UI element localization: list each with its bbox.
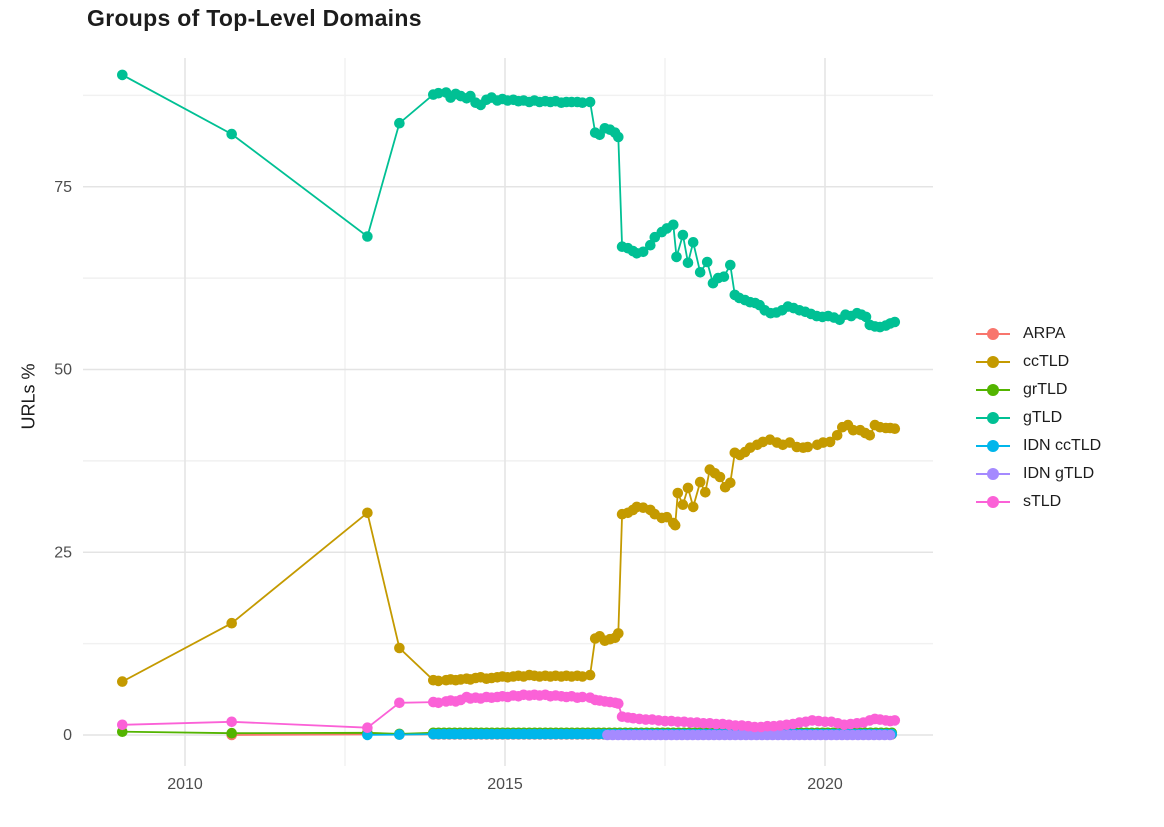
legend-item-idn-gtld: IDN gTLD xyxy=(976,460,1101,488)
data-point-cctld xyxy=(669,519,681,531)
data-point-cctld xyxy=(226,617,237,629)
legend-dot-swatch xyxy=(987,384,999,396)
data-point-cctld xyxy=(584,669,596,681)
data-point-cctld xyxy=(394,642,405,654)
data-point-gtld xyxy=(687,237,699,248)
axis-tick-labels: 0 25 50 75 2010 2015 2020 xyxy=(54,179,843,793)
series-idn-gtld xyxy=(602,729,896,741)
data-point-stld xyxy=(117,719,128,731)
series-gtld-line xyxy=(121,74,896,329)
data-point-stld xyxy=(362,722,373,733)
data-point-cctld xyxy=(824,436,836,448)
data-point-gtld xyxy=(677,229,689,241)
data-point-cctld xyxy=(802,441,813,453)
data-point-gtld xyxy=(433,87,444,99)
data-point-gtld xyxy=(701,256,713,268)
data-point-stld xyxy=(613,698,624,709)
legend-label: gTLD xyxy=(1023,409,1063,426)
data-point-gtld xyxy=(694,267,706,278)
legend-label: grTLD xyxy=(1023,381,1068,398)
data-point-gtld xyxy=(584,96,596,108)
data-point-cctld xyxy=(677,499,689,511)
data-point-cctld xyxy=(694,476,706,488)
data-point-cctld xyxy=(889,423,901,435)
data-point-idn-gtld xyxy=(884,729,896,741)
data-point-cctld xyxy=(117,676,128,687)
data-point-gtld xyxy=(637,246,649,258)
y-tick-label: 75 xyxy=(54,179,72,196)
data-point-gtld xyxy=(718,271,730,283)
legend-item-stld: sTLD xyxy=(976,488,1101,516)
legend-item-arpa: ARPA xyxy=(976,320,1101,348)
legend-key-stld-icon xyxy=(976,495,1010,509)
legend-item-cctld: ccTLD xyxy=(976,348,1101,376)
data-point-gtld xyxy=(226,128,237,140)
legend-dot-swatch xyxy=(987,440,999,452)
legend-item-gtld: gTLD xyxy=(976,404,1101,432)
data-point-gtld xyxy=(362,231,373,242)
legend-key-arpa-icon xyxy=(976,327,1010,341)
x-tick-label: 2020 xyxy=(807,776,843,793)
chart-title: Groups of Top-Level Domains xyxy=(87,5,422,31)
legend-key-idn-cctld-icon xyxy=(976,439,1010,453)
data-point-cctld xyxy=(700,487,711,498)
x-tick-label: 2015 xyxy=(487,776,523,793)
legend-label: ARPA xyxy=(1023,325,1066,342)
legend-item-grtld: grTLD xyxy=(976,376,1101,404)
y-tick-label: 25 xyxy=(54,544,72,561)
data-point-cctld xyxy=(831,430,843,441)
data-point-stld xyxy=(226,716,237,728)
legend-key-gtld-icon xyxy=(976,411,1010,425)
data-point-cctld xyxy=(682,482,694,494)
data-point-gtld xyxy=(394,117,405,129)
data-point-cctld xyxy=(672,487,684,499)
data-point-cctld xyxy=(714,471,726,483)
legend-key-idn-gtld-icon xyxy=(976,467,1010,481)
y-axis-title: URLs % xyxy=(18,363,39,430)
legend-label: IDN ccTLD xyxy=(1023,437,1102,454)
data-point-cctld xyxy=(725,477,736,489)
data-point-gtld xyxy=(860,311,872,323)
data-point-idn-cctld xyxy=(394,729,405,740)
data-point-cctld xyxy=(362,507,373,519)
legend-label: sTLD xyxy=(1023,493,1062,510)
data-point-cctld xyxy=(433,675,444,687)
gridlines xyxy=(83,58,933,766)
legend-dot-swatch xyxy=(987,412,999,424)
data-point-gtld xyxy=(889,316,901,328)
data-point-stld xyxy=(889,715,901,726)
legend-label: IDN gTLD xyxy=(1023,465,1095,482)
legend-dot-swatch xyxy=(987,468,999,480)
data-point-gtld xyxy=(613,131,624,143)
series-stld xyxy=(117,689,901,733)
data-point-cctld xyxy=(864,430,876,441)
legend-dot-swatch xyxy=(987,356,999,368)
data-point-gtld xyxy=(645,239,656,251)
data-point-cctld xyxy=(613,628,624,639)
series-gtld xyxy=(117,69,901,333)
data-point-gtld xyxy=(668,219,679,231)
data-point-stld xyxy=(394,697,405,709)
y-tick-label: 50 xyxy=(54,362,72,379)
legend-key-cctld-icon xyxy=(976,355,1010,369)
data-point-gtld xyxy=(117,69,128,81)
legend: ARPA ccTLD grTLD gTLD IDN ccTLD IDN gTLD sTLD xyxy=(976,320,1101,516)
data-point-gtld xyxy=(725,259,736,271)
data-point-gtld xyxy=(577,97,588,108)
data-point-gtld xyxy=(671,251,682,263)
y-tick-label: 0 xyxy=(63,727,72,744)
data-point-gtld xyxy=(682,257,694,269)
data-point-stld xyxy=(577,691,588,703)
x-tick-label: 2010 xyxy=(167,776,203,793)
legend-item-idn-cctld: IDN ccTLD xyxy=(976,432,1101,460)
legend-dot-swatch xyxy=(987,496,999,508)
legend-key-grtld-icon xyxy=(976,383,1010,397)
series-cctld xyxy=(117,419,901,687)
data-point-cctld xyxy=(687,501,699,513)
legend-dot-swatch xyxy=(987,328,999,340)
data-point-grtld xyxy=(226,727,237,739)
legend-label: ccTLD xyxy=(1023,353,1070,370)
